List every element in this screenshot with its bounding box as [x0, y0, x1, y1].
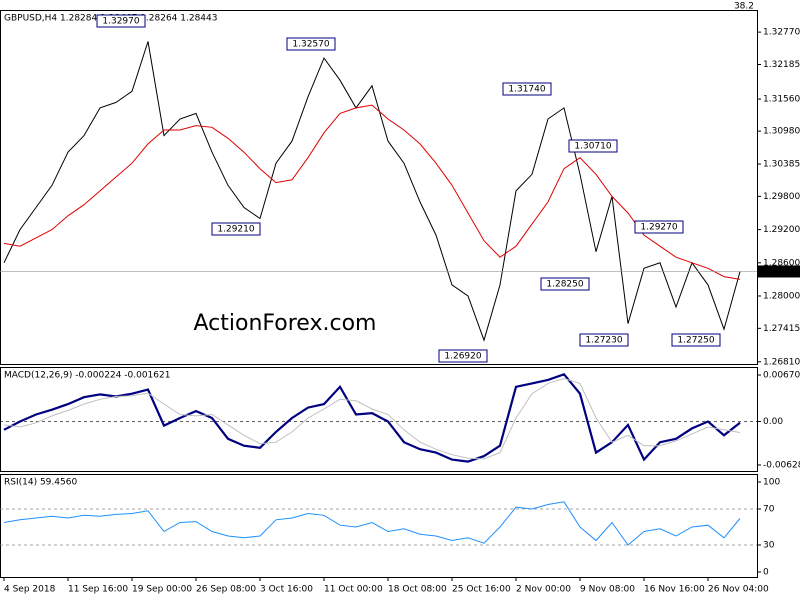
corner-label: 38.2 [734, 2, 754, 12]
level-box [211, 222, 261, 236]
panel-title: RSI(14) 59.4560 [4, 478, 77, 488]
y-tick-label: 1.30385 [763, 160, 800, 170]
y-tick-label: 0 [763, 567, 769, 577]
last-price-box [758, 265, 800, 278]
series-line [3, 501, 741, 546]
level-label: 1.28250 [546, 280, 583, 290]
level-label: 1.27230 [585, 336, 622, 346]
watermark: ActionForex.com [194, 311, 377, 336]
x-tick-label: 26 Nov 04:00 [708, 585, 769, 595]
panel-frame [0, 474, 758, 578]
level-label: 1.29270 [640, 223, 677, 233]
panel-frame [0, 367, 758, 472]
y-tick-label: 1.30980 [763, 127, 800, 137]
level-box [438, 349, 488, 363]
x-tick-label: 18 Oct 08:00 [388, 585, 447, 595]
level-box [96, 14, 146, 28]
x-tick-label: 9 Nov 08:00 [580, 585, 635, 595]
y-tick-label: 1.28600 [763, 258, 800, 268]
level-label: 1.32570 [292, 40, 329, 50]
x-tick-label: 26 Sep 08:00 [196, 585, 256, 595]
y-tick-label: 100 [763, 478, 780, 488]
y-tick-label: 30 [763, 540, 775, 550]
y-tick-label: 1.26810 [763, 357, 800, 367]
x-tick-label: 2 Nov 00:00 [516, 585, 571, 595]
panel-frame [0, 10, 758, 365]
x-tick-label: 25 Oct 16:00 [452, 585, 511, 595]
y-tick-label: 1.29800 [763, 192, 800, 202]
x-tick-label: 4 Sep 2018 [4, 585, 56, 595]
y-tick-label: 1.27415 [763, 324, 800, 334]
level-box [502, 82, 552, 96]
y-tick-label: 1.31560 [763, 95, 800, 105]
level-label: 1.31740 [508, 85, 545, 95]
level-box [286, 37, 336, 51]
level-label: 1.29210 [217, 225, 254, 235]
level-box [671, 333, 721, 347]
series-line [3, 377, 741, 460]
series-line [3, 41, 741, 342]
y-tick-label: 70 [763, 504, 775, 514]
level-label: 1.30710 [574, 142, 611, 152]
series-line [3, 373, 741, 463]
x-tick-label: 19 Sep 00:00 [132, 585, 192, 595]
y-tick-label: 0.00 [763, 417, 783, 427]
y-tick-label: -0.00628 [763, 460, 800, 470]
level-label: 1.27250 [677, 336, 714, 346]
panel-title: MACD(12,26,9) -0.000224 -0.001621 [4, 371, 170, 381]
x-tick-label: 11 Oct 00:00 [324, 585, 383, 595]
y-tick-label: 1.28000 [763, 291, 800, 301]
last-price-label: 1.28443 [762, 267, 799, 277]
y-tick-label: 1.29200 [763, 225, 800, 235]
level-box [634, 220, 684, 234]
level-label: 1.32970 [102, 17, 139, 27]
level-box [568, 139, 618, 153]
y-tick-label: 1.32770 [763, 28, 800, 38]
level-box [540, 277, 590, 291]
x-tick-label: 16 Nov 16:00 [644, 585, 705, 595]
y-tick-label: 1.32185 [763, 60, 800, 70]
x-tick-label: 3 Oct 16:00 [260, 585, 313, 595]
level-label: 1.26920 [444, 352, 481, 362]
y-tick-label: 0.006706 [763, 370, 800, 380]
series-line [3, 104, 741, 280]
level-box [579, 333, 629, 347]
x-tick-label: 11 Sep 16:00 [68, 585, 128, 595]
